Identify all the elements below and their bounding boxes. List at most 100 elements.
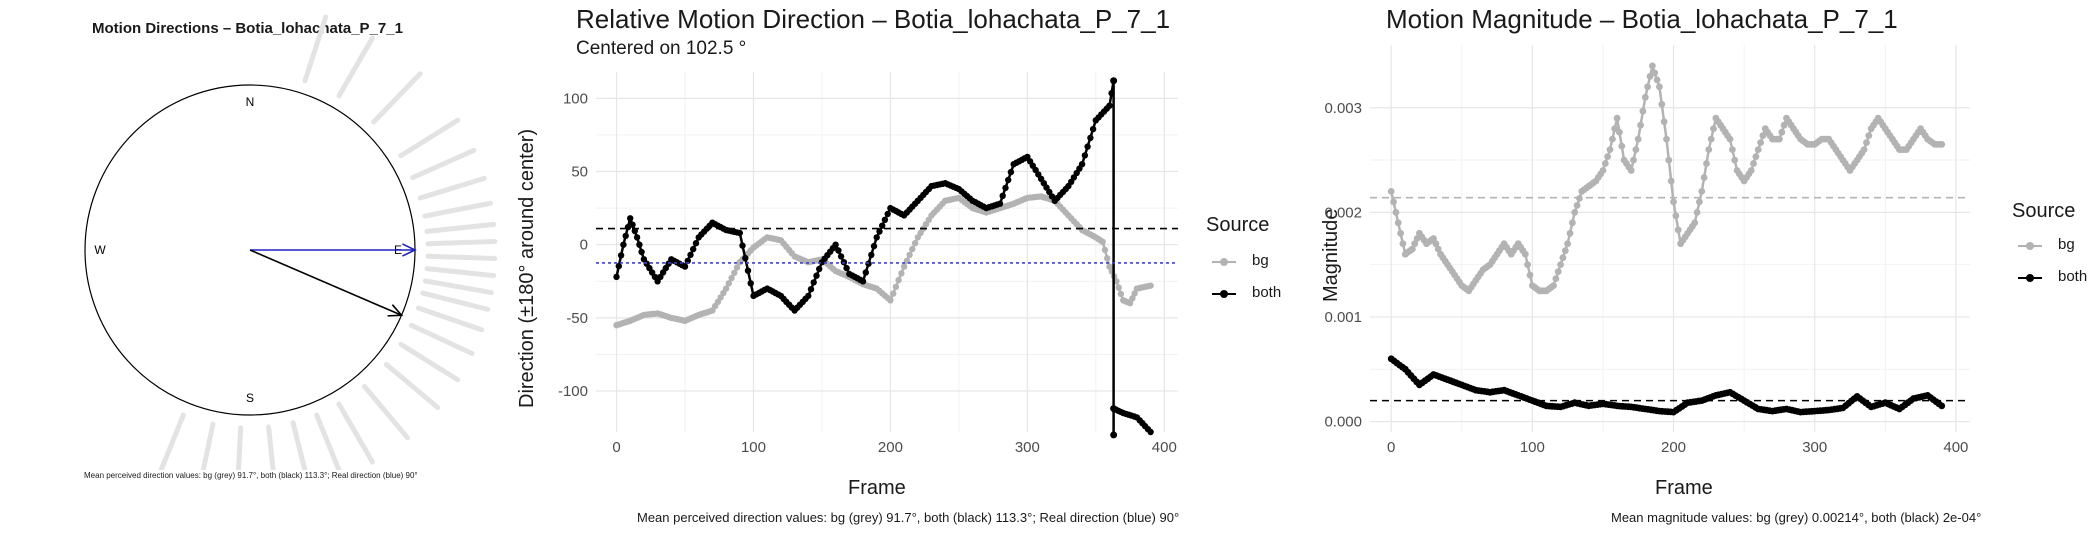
data-point [1394, 219, 1402, 227]
data-point [895, 276, 902, 284]
data-point [1759, 132, 1767, 140]
y-tick-label: 0.002 [1324, 204, 1362, 221]
y-tick-label: -50 [566, 310, 588, 327]
direction-title: Relative Motion Direction – Botia_lohach… [576, 4, 1171, 34]
data-point [1747, 167, 1755, 174]
data-point [728, 274, 735, 282]
x-tick-label: 100 [741, 439, 766, 456]
data-point [1571, 209, 1579, 216]
perceived-rays [158, 14, 498, 470]
data-point [1703, 160, 1710, 167]
perceived-ray [336, 401, 375, 465]
data-point [1557, 261, 1564, 268]
direction-plot: 0 100 200 300 400 -100 -50 0 50 100 [558, 72, 1178, 456]
data-point [1399, 240, 1407, 248]
data-point [687, 251, 694, 259]
series-both [613, 79, 1154, 437]
perceived-ray [302, 14, 329, 84]
y-tick-label: 50 [571, 164, 588, 181]
data-point [1646, 73, 1654, 80]
magnitude-x-axis-title: Frame [1655, 477, 1713, 499]
data-point [1564, 240, 1571, 248]
data-point [1526, 271, 1534, 279]
magnitude-panel: Motion Magnitude – Botia_lohachata_P_7_1… [1300, 0, 2100, 533]
data-point [1653, 76, 1661, 84]
data-point [832, 241, 839, 248]
data-point [870, 242, 878, 250]
data-point [1616, 128, 1623, 136]
data-point [1750, 160, 1757, 167]
data-point [1081, 152, 1089, 159]
data-point [1693, 209, 1701, 216]
perceived-ray [290, 420, 308, 470]
data-point [1754, 146, 1762, 154]
y-tick-label: 0 [580, 237, 588, 254]
data-point [1087, 134, 1094, 142]
data-point [1552, 275, 1560, 282]
perceived-ray [422, 278, 494, 296]
perceived-ray [417, 175, 487, 201]
perceived-ray [408, 322, 475, 357]
data-point [999, 192, 1006, 199]
data-point [1705, 146, 1713, 154]
data-point [733, 264, 741, 271]
data-point [906, 251, 913, 259]
data-point [739, 242, 746, 249]
data-point [1618, 142, 1626, 150]
direction-caption: Mean perceived direction values: bg (gre… [637, 510, 1180, 525]
spike-point [1110, 405, 1118, 413]
data-point [1392, 209, 1400, 216]
magnitude-legend-title: Source [2012, 200, 2076, 222]
data-point [1078, 161, 1086, 168]
perceived-ray [420, 290, 491, 312]
data-point [613, 273, 620, 281]
perceived-ray [158, 412, 186, 470]
series-line [1389, 64, 1942, 293]
data-point [1613, 114, 1621, 122]
data-point [1656, 83, 1663, 91]
x-tick-label: 400 [1943, 439, 1968, 456]
data-point [1554, 268, 1562, 275]
data-point [900, 263, 908, 270]
data-point [1644, 83, 1651, 91]
data-point [629, 221, 636, 228]
data-point [909, 245, 916, 253]
data-point [617, 252, 625, 259]
x-tick-label: 300 [1015, 439, 1040, 456]
x-tick-label: 0 [1387, 439, 1395, 456]
data-point [1696, 198, 1703, 206]
data-point [1630, 156, 1637, 164]
data-point [1550, 282, 1557, 289]
direction-legend-title: Source [1206, 214, 1270, 236]
data-point [1566, 229, 1574, 237]
compass-caption: Mean perceived direction values: bg (gre… [84, 471, 418, 480]
data-point [1573, 202, 1581, 209]
data-point [1938, 402, 1946, 410]
data-point [1131, 290, 1138, 297]
compass-arrows [249, 243, 417, 317]
data-point [892, 283, 900, 290]
data-point [1099, 238, 1106, 245]
direction-subtitle: Centered on 102.5 ° [576, 38, 747, 59]
magnitude-plot: 0 100 200 300 400 0.000 0.001 0.002 0.003 [1324, 45, 1970, 456]
data-point [1430, 235, 1437, 242]
data-point [1524, 261, 1531, 268]
legend-label-bg: bg [1252, 252, 1269, 269]
data-point [1147, 282, 1154, 289]
perceived-ray [398, 341, 461, 383]
data-point [1147, 428, 1154, 436]
data-point [1649, 62, 1656, 70]
perceived-ray [410, 147, 477, 181]
data-point [1569, 219, 1576, 227]
data-point [725, 280, 732, 287]
data-point [1778, 128, 1786, 136]
series-line [1390, 357, 1943, 414]
perceived-ray [424, 221, 497, 234]
data-point [1115, 284, 1122, 291]
spike-point [1110, 431, 1118, 439]
data-point [633, 234, 641, 241]
data-point [631, 227, 638, 235]
data-point [690, 245, 697, 253]
data-point [1776, 135, 1783, 143]
